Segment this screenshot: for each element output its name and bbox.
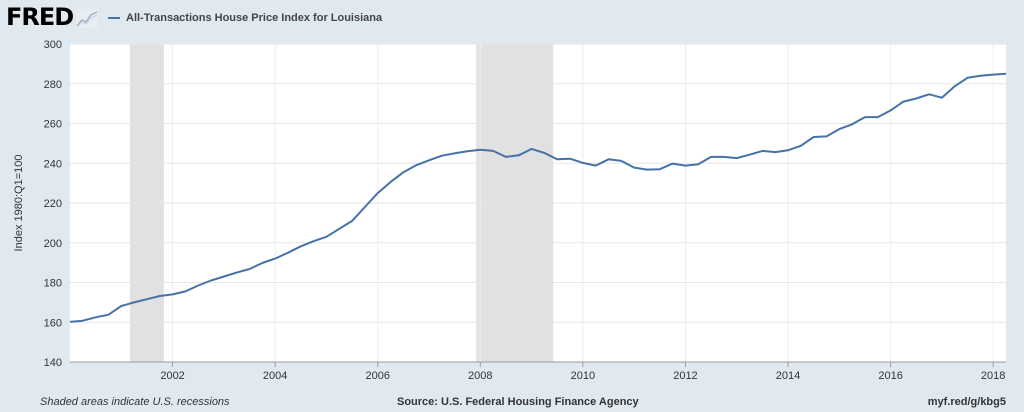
recession-note: Shaded areas indicate U.S. recessions bbox=[40, 396, 230, 408]
y-tick-label: 180 bbox=[44, 278, 62, 290]
chart-footer: Shaded areas indicate U.S. recessions So… bbox=[0, 392, 1024, 412]
x-tick-label: 2008 bbox=[468, 370, 492, 382]
x-tick-label: 2004 bbox=[263, 370, 287, 382]
x-tick-label: 2006 bbox=[365, 370, 389, 382]
short-link[interactable]: myf.red/g/kbg5 bbox=[927, 396, 1006, 408]
y-axis-ticks: 140 160 180 200 220 240 260 280 300 bbox=[44, 39, 62, 369]
x-tick-label: 2012 bbox=[673, 370, 697, 382]
x-tick-label: 2018 bbox=[981, 370, 1005, 382]
y-tick-label: 280 bbox=[44, 79, 62, 91]
x-axis-ticks: 2002 2004 2006 2008 2010 2012 2014 2016 2018 bbox=[70, 361, 1006, 382]
series-line bbox=[69, 72, 1007, 323]
y-tick-label: 160 bbox=[44, 317, 62, 329]
chart-legend[interactable]: All-Transactions House Price Index for L… bbox=[108, 10, 382, 26]
y-tick-label: 260 bbox=[44, 119, 62, 131]
y-axis-title: Index 1980:Q1=100 bbox=[13, 155, 25, 252]
series-layer bbox=[69, 72, 1007, 323]
y-tick-label: 220 bbox=[44, 198, 62, 210]
chart-line-icon bbox=[76, 9, 98, 28]
y-tick-label: 300 bbox=[44, 39, 62, 51]
chart-header: FRED All-Transactions House Price Index … bbox=[0, 0, 1024, 34]
x-tick-label: 2014 bbox=[776, 370, 800, 382]
line-chart: 140 160 180 200 220 240 260 280 300 2002 2004 2006… bbox=[13, 39, 1007, 382]
y-tick-label: 200 bbox=[44, 238, 62, 250]
source-text: Source: U.S. Federal Housing Finance Age… bbox=[397, 396, 639, 408]
y-tick-label: 240 bbox=[44, 158, 62, 170]
fred-logo[interactable]: FRED bbox=[6, 3, 74, 31]
x-tick-label: 2010 bbox=[571, 370, 595, 382]
y-tick-label: 140 bbox=[44, 357, 62, 369]
x-tick-label: 2016 bbox=[878, 370, 902, 382]
legend-label: All-Transactions House Price Index for L… bbox=[126, 12, 383, 24]
legend-swatch bbox=[108, 17, 120, 19]
x-tick-label: 2002 bbox=[160, 370, 184, 382]
